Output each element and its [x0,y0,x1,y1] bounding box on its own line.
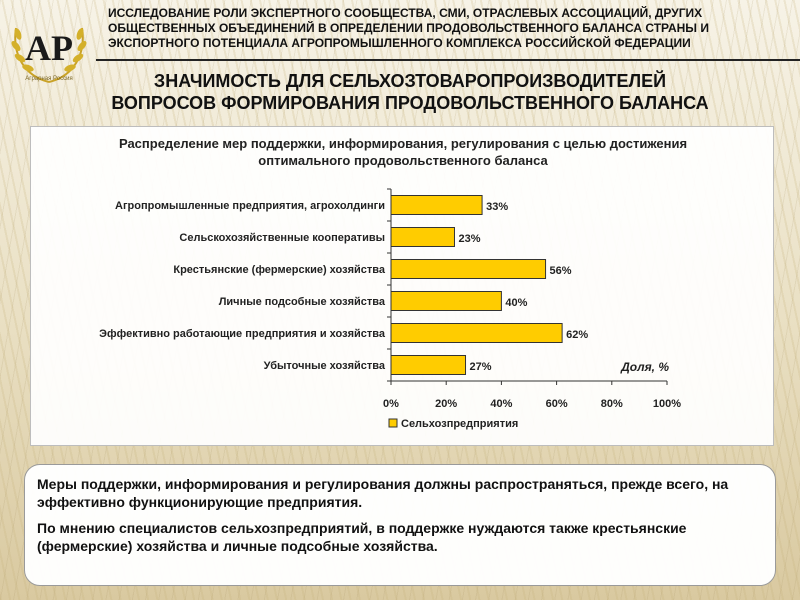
chart-title-line-1: Распределение мер поддержки, информирова… [118,136,688,151]
legend-label: Сельхозпредприятия [401,418,518,430]
conclusion-paragraph-2: По мнению специалистов сельхозпредприяти… [37,520,687,554]
x-tick-label: 60% [546,398,568,410]
header-line-2: ОБЩЕСТВЕННЫХ ОБЪЕДИНЕНИЙ В ОПРЕДЕЛЕНИИ П… [108,21,710,35]
axis-unit-note: Доля, % [620,360,669,374]
category-label: Личные подсобные хозяйства [219,296,386,308]
value-label: 23% [458,233,480,245]
bar [390,227,455,247]
slide-title: ЗНАЧИМОСТЬ ДЛЯ СЕЛЬХОЗТОВАРОПРОИЗВОДИТЕЛ… [20,70,800,114]
study-header: ИССЛЕДОВАНИЕ РОЛИ ЭКСПЕРТНОГО СООБЩЕСТВА… [108,6,798,51]
bar [390,323,563,343]
category-label: Сельскохозяйственные кооперативы [179,232,385,244]
value-label: 40% [505,297,527,309]
value-label: 56% [550,265,572,277]
chart-title: Распределение мер поддержки, информирова… [31,135,775,169]
bar [390,195,483,215]
x-tick-label: 80% [601,398,623,410]
x-tick-label: 100% [653,398,681,410]
conclusion-box: Меры поддержки, информирования и регулир… [24,464,776,586]
agrarian-russia-logo: АР Аграрная Россия [11,27,87,83]
x-tick-label: 40% [490,398,512,410]
category-label: Крестьянские (фермерские) хозяйства [173,264,386,276]
header-divider [96,59,800,61]
header-line-3: ЭКСПОРТНОГО ПОТЕНЦИАЛА АГРОПРОМЫШЛЕННОГО… [108,36,691,50]
bar [390,259,547,279]
logo-caption: Аграрная Россия [25,76,72,82]
legend-swatch [388,418,398,428]
chart-title-line-2: оптимального продовольственного баланса [258,153,548,168]
category-label: Убыточные хозяйства [264,360,386,372]
bar [390,355,467,375]
x-tick-label: 0% [383,398,399,410]
bar [390,291,502,311]
header-line-1: ИССЛЕДОВАНИЕ РОЛИ ЭКСПЕРТНОГО СООБЩЕСТВА… [108,6,703,20]
slide-title-line-1: ЗНАЧИМОСТЬ ДЛЯ СЕЛЬХОЗТОВАРОПРОИЗВОДИТЕЛ… [153,71,667,91]
chart-panel: Распределение мер поддержки, информирова… [30,126,774,446]
conclusion-paragraph-1: Меры поддержки, информирования и регулир… [37,476,729,510]
slide-title-line-2: ВОПРОСОВ ФОРМИРОВАНИЯ ПРОДОВОЛЬСТВЕННОГО… [111,93,709,113]
x-tick-label: 20% [435,398,457,410]
category-label: Эффективно работающие предприятия и хозя… [99,328,386,340]
value-label: 33% [486,201,508,213]
value-label: 27% [470,361,492,373]
logo-monogram: АР [25,28,73,68]
value-label: 62% [566,329,588,341]
bar-chart: Агропромышленные предприятия, агрохолдин… [99,188,681,430]
category-label: Агропромышленные предприятия, агрохолдин… [115,200,385,212]
